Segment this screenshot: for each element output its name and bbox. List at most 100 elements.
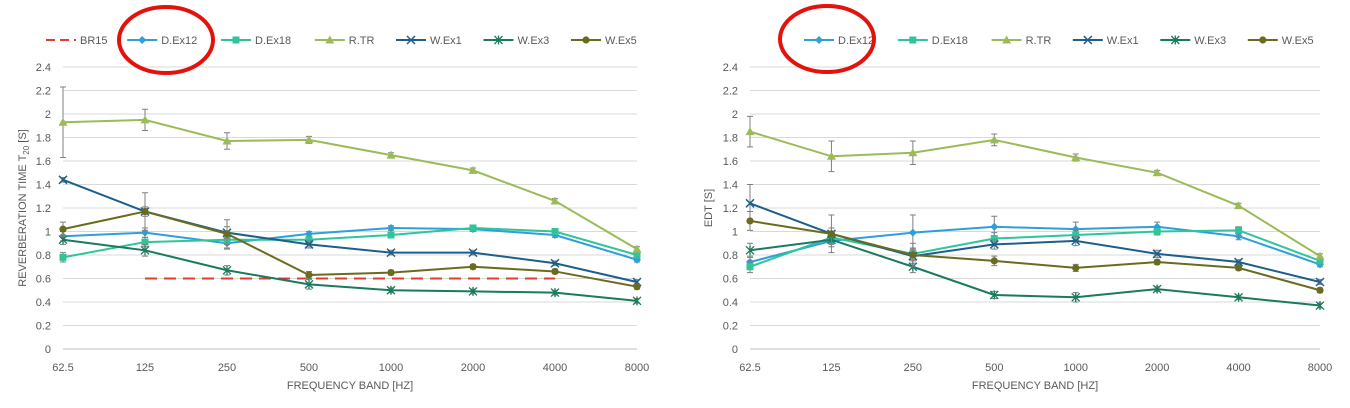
data-point bbox=[1234, 257, 1244, 267]
data-point bbox=[1153, 228, 1161, 235]
data-point bbox=[58, 235, 68, 245]
data-point bbox=[1316, 257, 1324, 265]
data-point bbox=[633, 251, 641, 259]
y-tick-label: 0.4 bbox=[36, 297, 51, 309]
data-point bbox=[469, 224, 477, 232]
legend-marker bbox=[406, 35, 416, 45]
legend-marker bbox=[494, 35, 503, 45]
x-tick-label: 500 bbox=[985, 362, 1003, 374]
legend-marker bbox=[909, 36, 917, 44]
y-tick-label: 0.2 bbox=[36, 321, 51, 333]
data-point bbox=[1152, 249, 1162, 259]
x-tick-label: 62.5 bbox=[739, 362, 760, 374]
data-point bbox=[1072, 264, 1080, 272]
data-point bbox=[386, 285, 396, 295]
highlight-circle bbox=[778, 4, 876, 74]
series-r-tr bbox=[745, 115, 1325, 260]
y-axis-title: EDT [S] bbox=[703, 189, 715, 227]
legend-label: D.Ex18 bbox=[932, 35, 968, 47]
data-point bbox=[305, 271, 313, 279]
data-point bbox=[1071, 292, 1081, 302]
data-point bbox=[908, 228, 917, 237]
legend-label: W.Ex5 bbox=[1282, 35, 1314, 47]
legend-label: BR15 bbox=[80, 35, 108, 47]
data-point bbox=[745, 198, 755, 208]
data-point bbox=[551, 228, 559, 235]
legend-label: W.Ex5 bbox=[605, 35, 637, 47]
legend-label: R.TR bbox=[1026, 35, 1052, 47]
legend-item: W.Ex1 bbox=[396, 35, 462, 47]
legend-item: D.Ex12 bbox=[127, 35, 197, 47]
legend-label: D.Ex18 bbox=[255, 35, 291, 47]
data-point bbox=[469, 263, 477, 271]
series-r-tr bbox=[58, 86, 642, 253]
series-line bbox=[749, 238, 1321, 307]
data-point bbox=[1071, 152, 1081, 161]
x-tick-label: 8000 bbox=[1308, 362, 1332, 374]
legend-marker bbox=[1259, 36, 1267, 44]
series-w-ex3 bbox=[745, 234, 1325, 311]
data-point bbox=[826, 151, 836, 160]
legend-marker bbox=[582, 36, 590, 44]
y-tick-label: 2.2 bbox=[723, 86, 738, 98]
data-point bbox=[990, 222, 999, 231]
y-tick-label: 2.2 bbox=[36, 86, 51, 98]
series-line bbox=[62, 210, 638, 288]
data-point bbox=[990, 235, 998, 243]
data-point bbox=[468, 165, 478, 174]
legend: BR15 D.Ex12 D.Ex18 R.TR W.Ex1 W.Ex3 W.Ex5 bbox=[46, 35, 637, 47]
data-point bbox=[746, 217, 754, 225]
y-tick-label: 0.4 bbox=[723, 297, 738, 309]
y-tick-label: 0 bbox=[45, 344, 51, 356]
data-point bbox=[305, 229, 313, 238]
x-tick-label: 500 bbox=[300, 362, 318, 374]
series-line bbox=[62, 118, 638, 250]
y-tick-label: 1.2 bbox=[723, 203, 738, 215]
data-point bbox=[58, 175, 68, 185]
data-point bbox=[58, 117, 68, 126]
data-point bbox=[827, 230, 836, 238]
data-point bbox=[387, 223, 395, 232]
data-point bbox=[632, 296, 642, 306]
x-tick-label: 1000 bbox=[1063, 362, 1087, 374]
x-axis-title: FREQUENCY BAND [HZ] bbox=[972, 380, 1098, 392]
y-tick-label: 0.6 bbox=[723, 274, 738, 286]
x-axis-title: FREQUENCY BAND [HZ] bbox=[287, 380, 413, 392]
legend-item: R.TR bbox=[991, 35, 1052, 47]
y-tick-label: 1.8 bbox=[36, 133, 51, 145]
y-tick-label: 1.2 bbox=[36, 203, 51, 215]
y-tick-label: 1 bbox=[732, 227, 738, 239]
edt-chart: 0 0.2 0.4 0.6 0.8 1 1.2 1.4 1.6 1.8 2 2.2 2.4 62.5 125… bbox=[703, 4, 1332, 392]
legend-label: R.TR bbox=[349, 35, 375, 47]
y-tick-label: 2 bbox=[732, 109, 738, 121]
x-tick-label: 250 bbox=[904, 362, 922, 374]
legend-marker bbox=[1083, 35, 1093, 45]
y-axis-title: REVERBERATION TIME T20 [S] bbox=[17, 129, 31, 286]
y-tick-label: 2.4 bbox=[36, 62, 51, 74]
data-point bbox=[387, 269, 395, 277]
x-tick-label: 250 bbox=[218, 362, 236, 374]
legend-label: W.Ex3 bbox=[1194, 35, 1226, 47]
gridlines bbox=[750, 66, 1320, 350]
legend-item: BR15 bbox=[46, 35, 108, 47]
data-point bbox=[1235, 226, 1243, 234]
data-point bbox=[468, 286, 478, 296]
data-point bbox=[1152, 168, 1162, 177]
legend-item: R.TR bbox=[314, 35, 375, 47]
series-w-ex3 bbox=[58, 234, 642, 306]
legend-item: D.Ex18 bbox=[897, 35, 968, 47]
series-w-ex5 bbox=[59, 192, 641, 291]
data-point bbox=[989, 290, 999, 300]
legend-item: W.Ex3 bbox=[483, 35, 549, 47]
legend-label: D.Ex12 bbox=[838, 35, 874, 47]
data-point bbox=[1234, 264, 1243, 272]
data-point bbox=[140, 245, 150, 255]
legend-label: D.Ex12 bbox=[161, 35, 197, 47]
data-point bbox=[305, 236, 313, 244]
data-point bbox=[222, 265, 232, 275]
data-point bbox=[633, 283, 641, 291]
y-tick-label: 0.2 bbox=[723, 321, 738, 333]
x-tick-label: 2000 bbox=[1145, 362, 1169, 374]
y-tick-label: 1 bbox=[45, 227, 51, 239]
data-point bbox=[140, 115, 150, 124]
